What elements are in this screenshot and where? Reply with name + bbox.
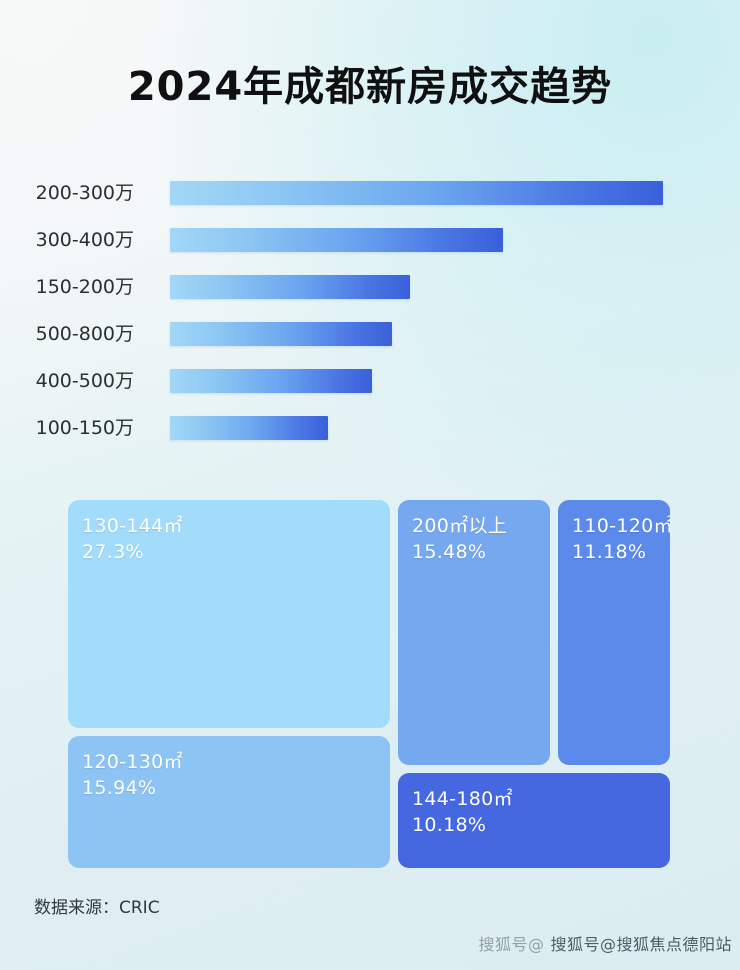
bar-row: 200-300万 <box>0 178 740 208</box>
treemap-tile: 110-120㎡ 11.18% <box>558 500 670 765</box>
treemap-tile-name: 130-144㎡ <box>82 515 183 537</box>
bar-track <box>170 369 372 393</box>
watermark: 搜狐号@ 搜狐号@搜狐焦点德阳站 <box>478 934 732 956</box>
bar-fill <box>170 181 663 205</box>
treemap-tile: 200㎡以上 15.48% <box>398 500 550 765</box>
treemap-tile-name: 200㎡以上 <box>412 515 508 537</box>
price-range-bar-chart: 200-300万 300-400万 150-200万 500-800万 400-500万… <box>0 178 740 450</box>
bar-category-label: 500-800万 <box>35 323 134 345</box>
bar-track <box>170 228 503 252</box>
treemap-tile-value: 10.18% <box>412 814 487 836</box>
bar-fill <box>170 416 328 440</box>
bar-track <box>170 181 663 205</box>
bar-category-label: 100-150万 <box>35 417 134 439</box>
bar-track <box>170 416 328 440</box>
treemap-tile-name: 110-120㎡ <box>572 515 670 537</box>
bar-row: 400-500万 <box>0 366 740 396</box>
treemap-tile: 120-130㎡ 15.94% <box>68 736 390 868</box>
bar-fill <box>170 275 410 299</box>
treemap-tile: 130-144㎡ 27.3% <box>68 500 390 728</box>
page-title: 2024年成都新房成交趋势 <box>127 63 613 110</box>
treemap-tile-value: 15.94% <box>82 777 157 799</box>
treemap-tile-value: 15.48% <box>412 541 487 563</box>
bar-track <box>170 322 392 346</box>
bar-row: 150-200万 <box>0 272 740 302</box>
bar-category-label: 300-400万 <box>35 229 134 251</box>
treemap-tile-name: 120-130㎡ <box>82 751 183 773</box>
bar-fill <box>170 369 372 393</box>
bar-fill <box>170 228 503 252</box>
bar-category-label: 150-200万 <box>35 276 134 298</box>
page-title-container: 2024年成都新房成交趋势 <box>0 34 740 140</box>
treemap-tile: 144-180㎡ 10.18% <box>398 773 670 868</box>
bar-row: 300-400万 <box>0 225 740 255</box>
data-source-label: 数据来源：CRIC <box>34 898 160 918</box>
watermark-ghost: 搜狐号@ <box>478 935 545 954</box>
bar-row: 500-800万 <box>0 319 740 349</box>
treemap-tile-name: 144-180㎡ <box>412 788 513 810</box>
treemap-tile-value: 27.3% <box>82 541 144 563</box>
area-share-treemap: 130-144㎡ 27.3% 120-130㎡ 15.94% 200㎡以上 15.48% 1… <box>68 500 670 868</box>
bar-track <box>170 275 410 299</box>
bar-category-label: 200-300万 <box>35 182 134 204</box>
bar-row: 100-150万 <box>0 413 740 443</box>
bar-category-label: 400-500万 <box>35 370 134 392</box>
watermark-text: 搜狐号@搜狐焦点德阳站 <box>550 935 732 954</box>
treemap-tile-value: 11.18% <box>572 541 647 563</box>
bar-fill <box>170 322 392 346</box>
